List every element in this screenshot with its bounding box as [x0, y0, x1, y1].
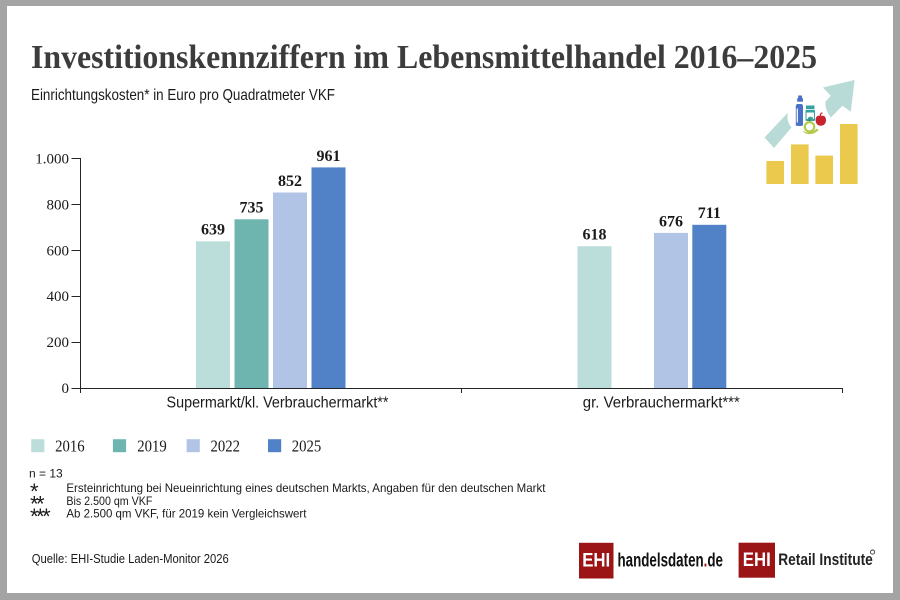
svg-text:Supermarkt/kl. Verbrauchermark: Supermarkt/kl. Verbrauchermarkt** [167, 395, 389, 412]
svg-text:Einrichtungskosten* in Euro pr: Einrichtungskosten* in Euro pro Quadratm… [31, 87, 335, 104]
svg-text:735: 735 [240, 200, 264, 217]
svg-text:*: * [30, 479, 39, 504]
svg-text:2025: 2025 [292, 437, 322, 456]
svg-text:***: *** [30, 504, 51, 529]
svg-text:2019: 2019 [137, 437, 167, 456]
svg-text:1.000: 1.000 [35, 152, 69, 168]
svg-text:961: 961 [317, 148, 341, 165]
svg-text:852: 852 [278, 173, 302, 190]
svg-text:Bis 2.500 qm VKF: Bis 2.500 qm VKF [66, 494, 152, 508]
svg-text:618: 618 [583, 227, 607, 244]
svg-text:Retail Institute: Retail Institute [778, 551, 873, 569]
svg-text:200: 200 [47, 335, 70, 351]
svg-text:711: 711 [698, 205, 721, 222]
svg-text:Investitionskennziffern im Leb: Investitionskennziffern im Lebensmittelh… [31, 39, 817, 76]
svg-text:gr. Verbrauchermarkt***: gr. Verbrauchermarkt*** [583, 395, 740, 412]
svg-text:Quelle: EHI-Studie Laden-Monit: Quelle: EHI-Studie Laden-Monitor 2026 [32, 551, 229, 566]
svg-text:2022: 2022 [211, 437, 241, 456]
svg-text:400: 400 [47, 289, 70, 305]
svg-text:n = 13: n = 13 [29, 466, 63, 480]
svg-text:0: 0 [62, 381, 70, 397]
svg-text:handelsdaten.de: handelsdaten.de [618, 551, 724, 572]
svg-text:676: 676 [659, 213, 683, 230]
svg-text:800: 800 [47, 197, 70, 213]
svg-text:639: 639 [201, 222, 225, 239]
svg-text:2016: 2016 [55, 437, 85, 456]
svg-text:EHI: EHI [582, 551, 610, 572]
svg-text:600: 600 [47, 243, 70, 259]
svg-text:Ersteinrichtung bei Neueinrich: Ersteinrichtung bei Neueinrichtung eines… [66, 481, 546, 495]
svg-text:Ab 2.500 qm VKF, für 2019 kein: Ab 2.500 qm VKF, für 2019 kein Vergleich… [66, 506, 307, 520]
svg-text:EHI: EHI [743, 550, 771, 571]
